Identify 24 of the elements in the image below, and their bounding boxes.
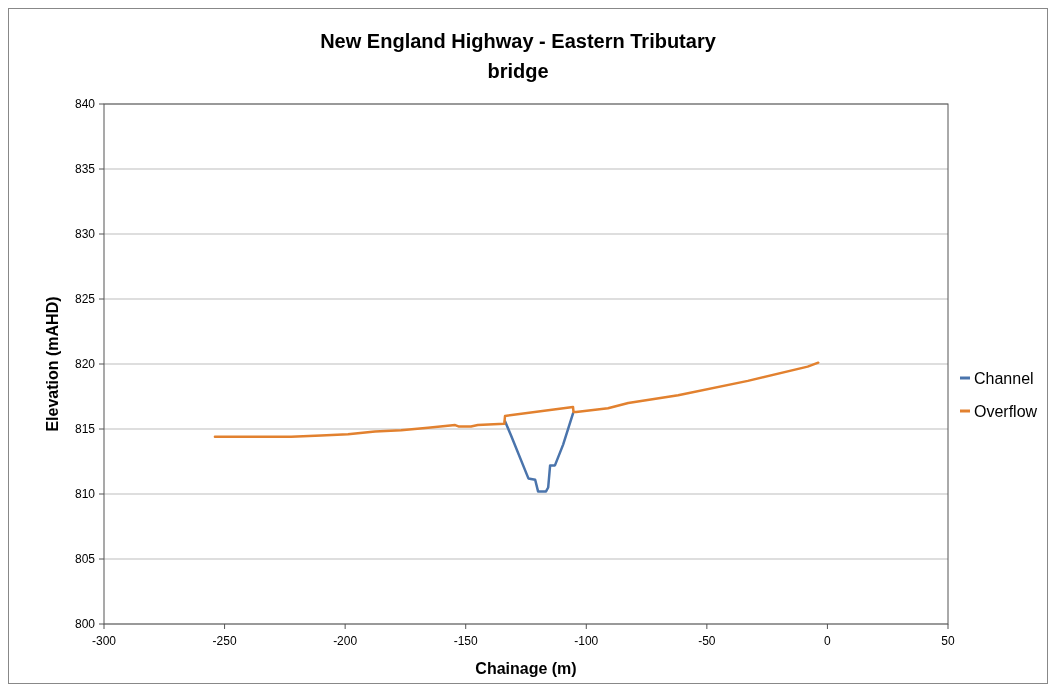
x-tick-label: -250	[212, 634, 237, 648]
y-tick-label: 820	[74, 357, 96, 371]
x-tick-label: 0	[824, 634, 832, 648]
legend-label: Channel	[974, 370, 1034, 387]
line-series	[503, 412, 575, 493]
y-tick-label: 805	[74, 552, 96, 566]
legend-label: Overflow	[974, 403, 1038, 420]
y-tick-label: 830	[74, 227, 96, 241]
x-axis-title: Chainage (m)	[475, 660, 577, 677]
x-tick-label: -100	[574, 634, 599, 648]
line-series	[213, 361, 820, 439]
y-axis-title: Elevation (mAHD)	[44, 296, 61, 432]
x-tick-label: -300	[91, 634, 117, 648]
y-tick-label: 825	[74, 292, 96, 306]
x-tick-label: -150	[453, 634, 479, 648]
chart-title: New England Highway - Eastern Tributary bridge	[320, 30, 717, 82]
y-tick-label: 800	[74, 617, 96, 631]
y-tick-label: 810	[74, 487, 96, 501]
x-tick-label: 50	[941, 634, 955, 648]
x-tick-label: -50	[698, 634, 716, 648]
y-tick-label: 835	[74, 162, 96, 176]
x-tick-label: -200	[333, 634, 358, 648]
y-tick-label: 815	[74, 422, 96, 436]
y-tick-label: 840	[74, 97, 96, 111]
